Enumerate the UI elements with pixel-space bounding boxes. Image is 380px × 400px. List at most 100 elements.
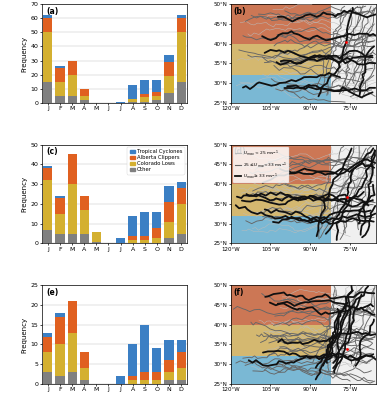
Bar <box>231 75 331 103</box>
Legend: Tropical Cyclones, Alberta Clippers, Colorado Lows, Other: Tropical Cyclones, Alberta Clippers, Col… <box>127 147 185 174</box>
Bar <box>128 216 137 236</box>
Bar <box>165 222 174 238</box>
Bar <box>177 204 186 234</box>
Bar <box>165 76 174 93</box>
Bar <box>128 236 137 240</box>
Bar <box>80 380 89 384</box>
Bar <box>177 380 186 384</box>
Bar <box>55 198 65 214</box>
Bar <box>165 93 174 103</box>
Bar <box>165 186 174 202</box>
Text: (a): (a) <box>46 7 59 16</box>
Bar <box>140 102 149 103</box>
Bar <box>231 4 331 44</box>
Bar <box>140 97 149 102</box>
Bar <box>128 344 137 376</box>
Bar <box>140 372 149 380</box>
Bar <box>152 348 161 372</box>
Bar <box>80 368 89 380</box>
Bar <box>140 212 149 236</box>
Bar <box>152 372 161 380</box>
Bar <box>92 242 101 244</box>
Text: (d): (d) <box>234 148 246 156</box>
Bar <box>55 214 65 234</box>
Bar <box>43 352 52 372</box>
Bar <box>331 144 376 244</box>
Bar <box>331 4 376 103</box>
Bar <box>43 15 52 18</box>
Text: (b): (b) <box>234 7 246 16</box>
Bar <box>43 18 52 32</box>
Bar <box>165 372 174 380</box>
Bar <box>68 184 77 234</box>
Bar <box>152 380 161 384</box>
Bar <box>128 380 137 384</box>
Bar <box>68 96 77 103</box>
Bar <box>152 100 161 103</box>
Bar <box>152 80 161 92</box>
Bar <box>140 236 149 240</box>
Bar <box>177 340 186 352</box>
Bar <box>165 380 174 384</box>
Bar <box>43 32 52 82</box>
Bar <box>128 84 137 99</box>
Bar <box>43 166 52 168</box>
Bar <box>43 336 52 352</box>
Bar <box>177 368 186 380</box>
Bar <box>55 317 65 344</box>
Text: (c): (c) <box>46 148 58 156</box>
Bar <box>231 184 331 216</box>
Bar <box>80 196 89 210</box>
Text: (f): (f) <box>234 288 244 297</box>
Bar <box>55 82 65 96</box>
Bar <box>128 102 137 103</box>
Bar <box>43 180 52 230</box>
Bar <box>231 325 331 356</box>
Bar <box>152 238 161 244</box>
Bar <box>331 285 376 384</box>
Bar <box>55 313 65 317</box>
Bar <box>177 234 186 244</box>
Bar <box>177 182 186 188</box>
Bar <box>55 96 65 103</box>
Bar <box>55 66 65 68</box>
Bar <box>165 360 174 372</box>
Bar <box>152 96 161 100</box>
Bar <box>68 154 77 184</box>
Bar <box>43 168 52 180</box>
Bar <box>140 80 149 94</box>
Bar <box>231 44 331 75</box>
Bar <box>80 234 89 244</box>
Bar <box>80 96 89 100</box>
Bar <box>92 232 101 242</box>
Bar <box>165 55 174 62</box>
Bar <box>55 376 65 384</box>
Bar <box>43 332 52 336</box>
Bar <box>116 102 125 103</box>
Bar <box>165 238 174 244</box>
Bar <box>68 75 77 96</box>
Bar <box>152 228 161 238</box>
Bar <box>177 188 186 204</box>
Bar <box>116 238 125 244</box>
Bar <box>68 60 77 75</box>
Bar <box>177 15 186 18</box>
Bar <box>116 376 125 384</box>
Bar <box>177 352 186 368</box>
Bar <box>231 144 331 184</box>
Bar <box>68 332 77 372</box>
Bar <box>165 202 174 222</box>
Bar <box>177 32 186 82</box>
Bar <box>231 216 331 244</box>
Bar <box>231 356 331 384</box>
Bar <box>231 285 331 325</box>
Bar <box>55 234 65 244</box>
Text: (e): (e) <box>46 288 59 297</box>
Bar <box>177 18 186 32</box>
Bar <box>80 352 89 368</box>
Bar <box>140 240 149 244</box>
Bar <box>55 344 65 376</box>
Bar <box>128 376 137 380</box>
Y-axis label: Frequency: Frequency <box>22 36 28 72</box>
Bar <box>140 94 149 97</box>
